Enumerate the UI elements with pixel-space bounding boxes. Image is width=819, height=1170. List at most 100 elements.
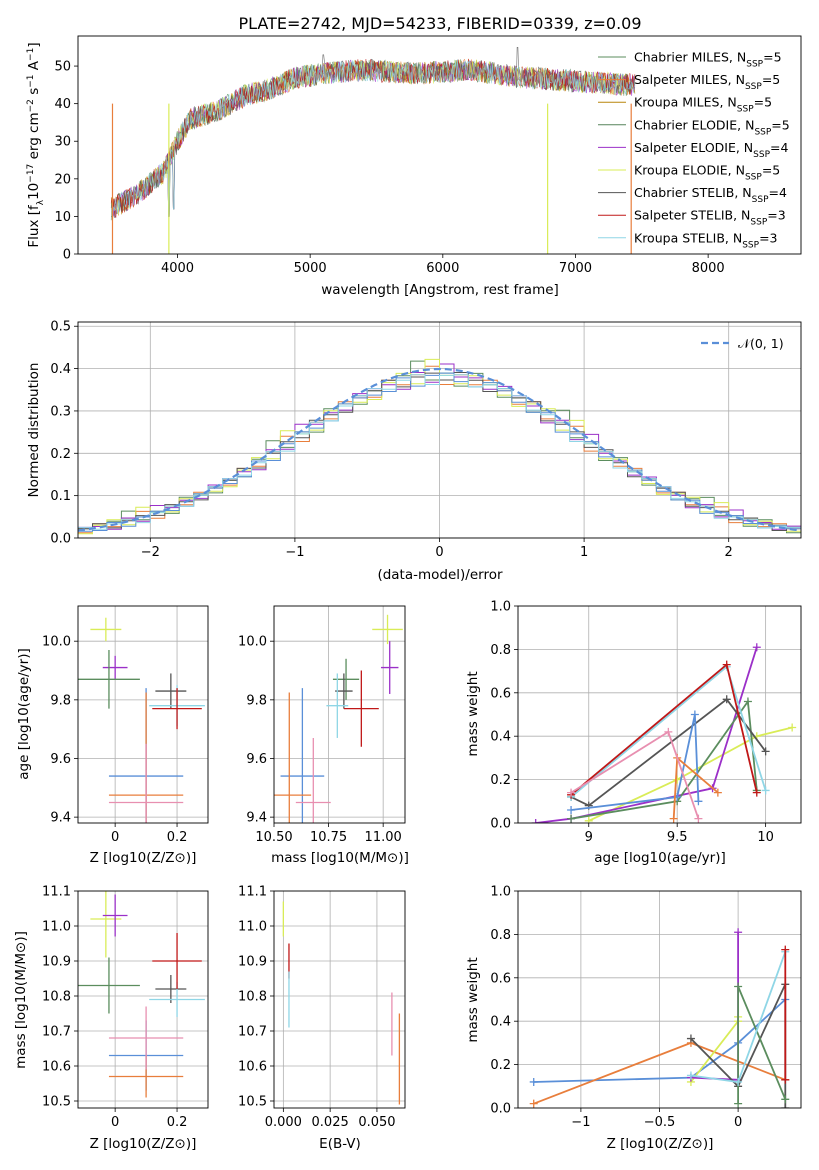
- y-tick-label: 10.7: [238, 1025, 267, 1040]
- axes-spectrum: 4000 5000 6000 7000 8000 0 10 20 30 40 50: [54, 35, 802, 276]
- x-axis-label: Z [log10(Z/Z⊙)]: [607, 1136, 714, 1152]
- x-tick-label: 5000: [294, 261, 327, 276]
- y-tick-label: 20: [54, 172, 71, 187]
- y-axis-label: Flux [fλ10−17 erg cm−2 s−1 A−1]: [26, 42, 46, 247]
- axes-frame: [517, 605, 802, 824]
- y-tick-label: 10: [54, 210, 71, 225]
- x-tick-label: 6000: [426, 261, 459, 276]
- axes-weights-vs-age: 9 9.5 10 0.0 0.2 0.4 0.6 0.8 1.0: [490, 600, 802, 845]
- x-tick-label: 0: [111, 830, 119, 845]
- y-tick-label: 1.0: [490, 600, 511, 615]
- x-tick-label: 2: [725, 545, 733, 560]
- y-tick-label: 0: [63, 248, 71, 263]
- x-tick-label: 11.00: [365, 830, 402, 845]
- data-point-2: [380, 641, 399, 694]
- spectrum-line-8: [110, 58, 636, 218]
- y-tick-label: 0.2: [50, 447, 71, 462]
- y-tick-label: 10.8: [238, 990, 267, 1005]
- data-point-4: [155, 673, 187, 709]
- y-tick-label: 30: [54, 135, 71, 150]
- y-tick-label: 11.0: [238, 920, 267, 935]
- y-tick-label: 9.6: [246, 752, 267, 767]
- x-axis-label: Z [log10(Z/Z⊙)]: [90, 1136, 197, 1152]
- weight-line-2: [535, 646, 758, 823]
- data-point-2: [102, 894, 128, 937]
- spectrum-line-9: [110, 59, 636, 217]
- data-point-6: [152, 933, 202, 989]
- y-tick-label: 10.7: [42, 1025, 71, 1040]
- x-tick-label: 0.000: [265, 1115, 302, 1130]
- x-tick-label: 10.50: [255, 830, 292, 845]
- weight-marker: [673, 775, 682, 784]
- weight-marker: [781, 1075, 790, 1084]
- weight-marker: [686, 1071, 695, 1080]
- y-tick-label: 0.5: [50, 320, 71, 335]
- weight-marker: [752, 643, 761, 652]
- weight-marker: [694, 797, 703, 806]
- weight-marker: [722, 695, 731, 704]
- axes-mass-vs-EBV: 0.000 0.025 0.050 10.5 10.6 10.7 10.8 10.9 11.0 1…: [238, 885, 406, 1130]
- weight-line-7: [570, 714, 700, 811]
- data-point-3: [78, 649, 140, 709]
- x-tick-label: 1: [580, 545, 588, 560]
- data-point-5: [326, 673, 349, 738]
- weight-marker: [529, 1099, 538, 1108]
- data-point-9: [108, 1006, 184, 1070]
- y-tick-label: 0.0: [50, 532, 71, 547]
- plot-area: [78, 606, 208, 823]
- axes-frame: [77, 321, 802, 539]
- y-tick-label: 11.0: [42, 920, 71, 935]
- weight-marker: [567, 788, 576, 797]
- x-axis-label: mass [log10(M/M⊙)]: [271, 850, 409, 866]
- x-tick-label: 0: [734, 1115, 742, 1130]
- axes-age-vs-Z: 0 0.2 9.4 9.6 9.8 10.0: [42, 605, 209, 845]
- y-tick-label: 10.9: [238, 955, 267, 970]
- weight-marker: [781, 1095, 790, 1104]
- axes-residuals: −2 −1 0 1 2 0.0 0.1 0.2 0.3 0.4 0.5: [50, 320, 802, 560]
- weight-marker: [722, 660, 731, 669]
- legend-label: Chabrier STELIB, NSSP=4: [634, 185, 787, 205]
- weight-marker: [788, 723, 797, 732]
- y-tick-label: 10.8: [42, 990, 71, 1005]
- plot-area: [78, 891, 208, 1108]
- legend-label: Salpeter STELIB, NSSP=3: [634, 208, 786, 228]
- y-tick-label: 0.0: [490, 1102, 511, 1117]
- y-tick-label: 1.0: [490, 885, 511, 900]
- x-axis-label: E(B-V): [319, 1136, 361, 1152]
- x-tick-label: 7000: [559, 261, 592, 276]
- y-tick-label: 9.8: [50, 693, 71, 708]
- data-point-9: [108, 743, 184, 823]
- plot-area: [518, 606, 801, 823]
- y-tick-label: 11.1: [42, 885, 71, 900]
- histogram-7: [78, 374, 801, 530]
- axes-mass-vs-Z: 0 0.2 10.5 10.6 10.7 10.8 10.9 11.0 11.1: [42, 885, 209, 1130]
- y-tick-label: 10.6: [238, 1060, 267, 1075]
- data-point-6: [152, 688, 202, 730]
- x-tick-label: 10.75: [310, 830, 347, 845]
- weight-marker: [567, 814, 576, 823]
- data-point-6: [343, 670, 379, 747]
- legend-label: Kroupa ELODIE, NSSP=5: [634, 163, 780, 183]
- x-tick-label: 0: [111, 1115, 119, 1130]
- y-axis-label: mass weight: [465, 671, 481, 756]
- data-point-1: [90, 617, 122, 642]
- x-tick-label: −1: [571, 1115, 590, 1130]
- weight-line-3: [690, 1016, 739, 1083]
- plot-area: [274, 891, 405, 1108]
- weight-marker: [752, 788, 761, 797]
- y-tick-label: 0.4: [50, 362, 71, 377]
- x-tick-label: 0.2: [167, 1115, 188, 1130]
- y-tick-label: 10.6: [42, 1060, 71, 1075]
- normal-reference-curve: [78, 367, 801, 532]
- weight-line-4: [570, 698, 767, 807]
- y-tick-label: 9.6: [50, 752, 71, 767]
- weight-marker: [686, 1034, 695, 1043]
- weight-marker: [734, 928, 743, 937]
- axes-frame: [273, 890, 406, 1109]
- x-axis-label: age [log10(age/yr)]: [594, 850, 726, 866]
- weight-marker: [734, 982, 743, 991]
- weight-marker: [734, 1099, 743, 1108]
- axes-frame: [517, 890, 802, 1109]
- weight-marker: [694, 814, 703, 823]
- y-tick-label: 10.9: [42, 955, 71, 970]
